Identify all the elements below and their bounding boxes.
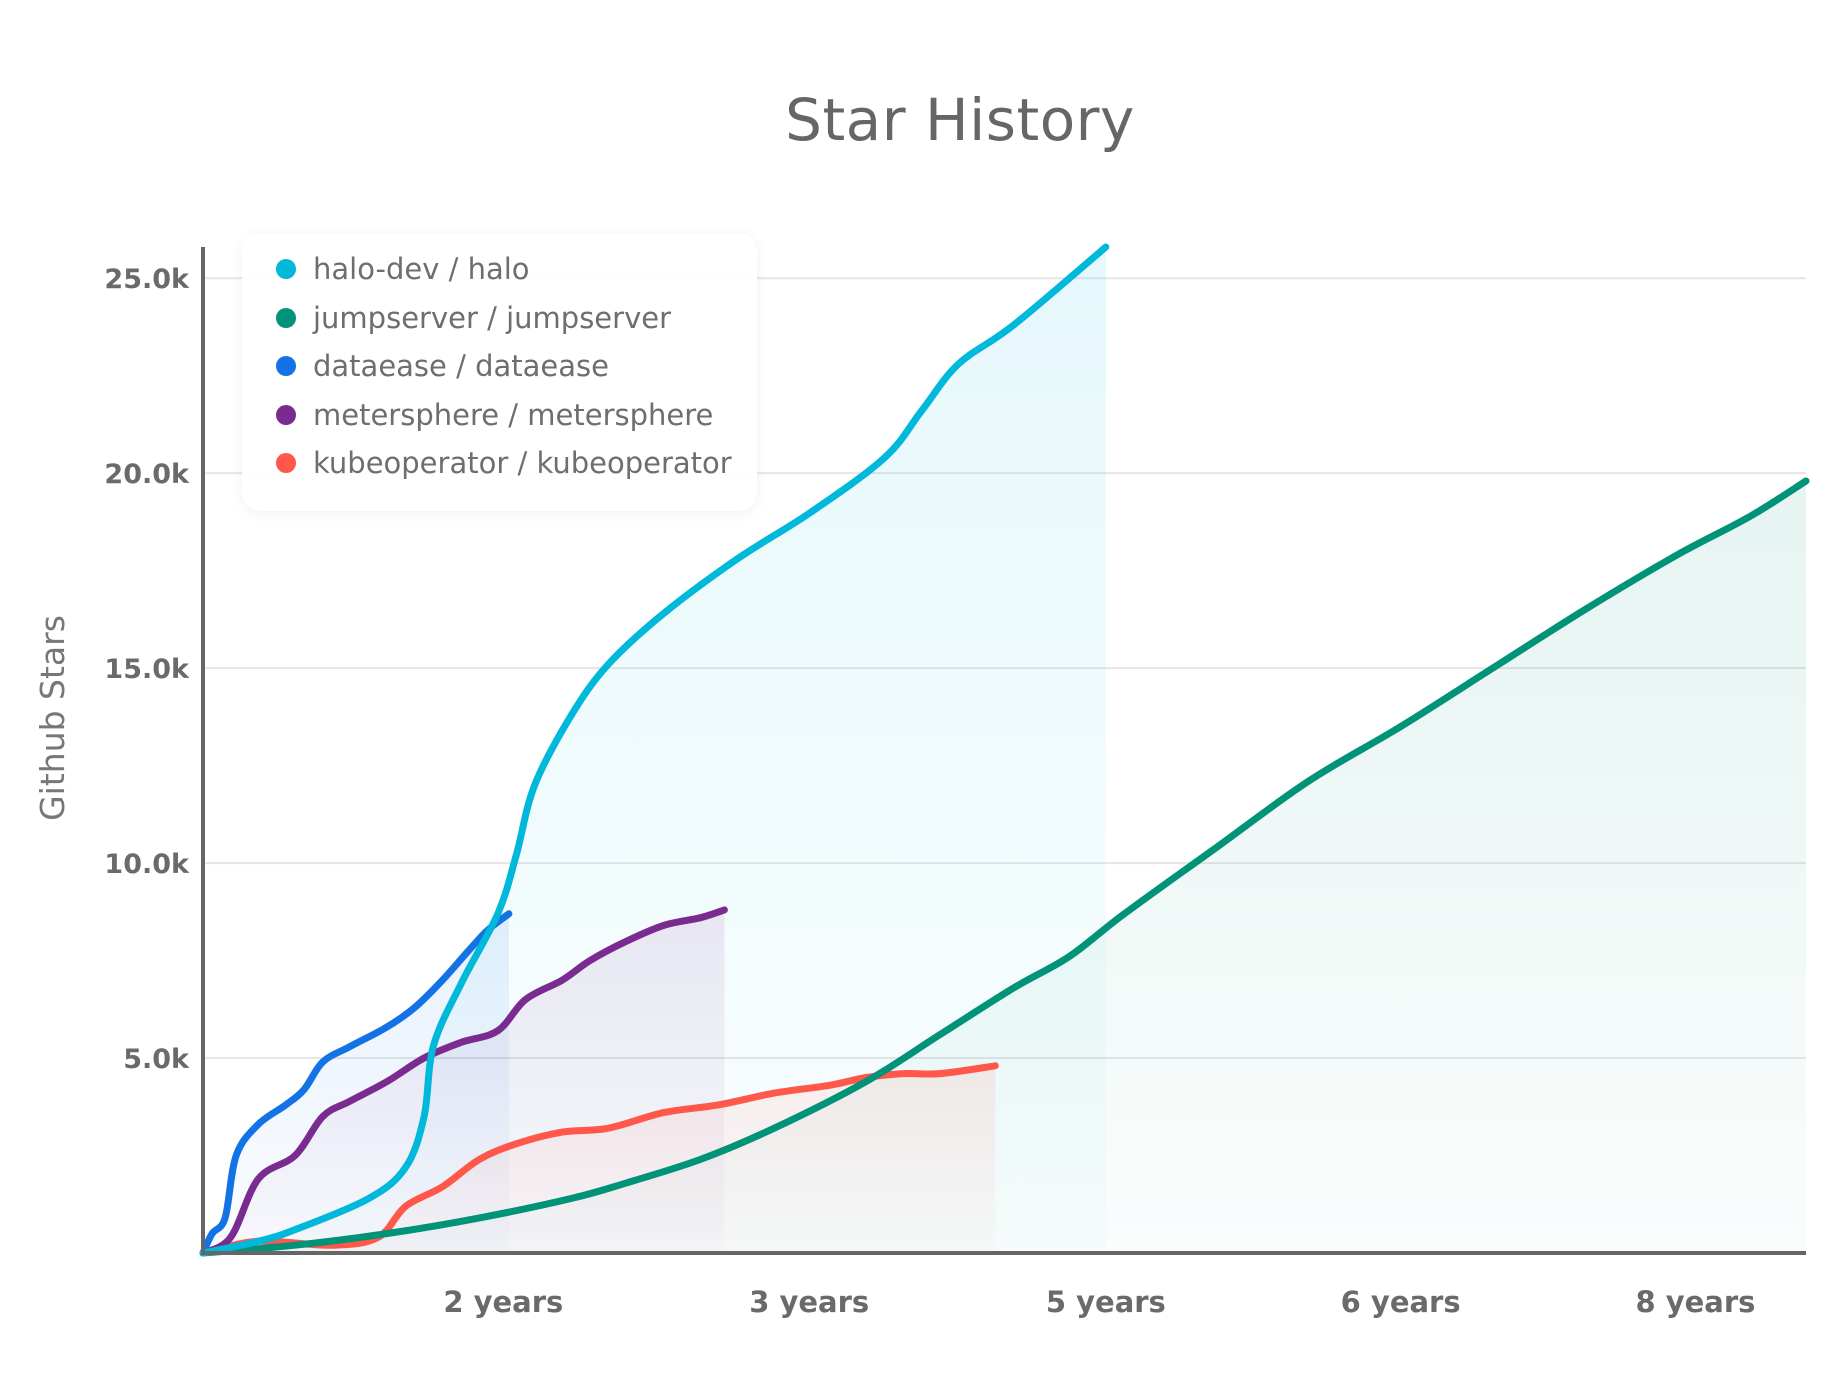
series-line	[199, 477, 1810, 1257]
legend-item: metersphere / metersphere	[242, 391, 757, 440]
legend-dot-icon	[276, 307, 296, 328]
x-tick-label: 2 years	[443, 1285, 563, 1319]
series-line	[199, 243, 1110, 1257]
legend-item: jumpserver / jumpserver	[242, 294, 757, 343]
legend-label: metersphere / metersphere	[313, 397, 714, 432]
legend-label: kubeoperator / kubeoperator	[313, 446, 732, 481]
legend-dot-icon	[276, 404, 296, 425]
legend-dot-icon	[276, 259, 296, 280]
y-tick-label: 25.0k	[104, 264, 190, 295]
x-tick-label: 6 years	[1341, 1285, 1461, 1319]
series-area	[203, 1065, 996, 1253]
series-line	[199, 910, 513, 1257]
legend-dot-icon	[276, 453, 296, 474]
series-lines	[199, 243, 1810, 1257]
chart-legend: halo-dev / halo jumpserver / jumpserver da…	[242, 233, 757, 511]
y-axis-label: Github Stars	[33, 615, 72, 821]
x-tick-label: 3 years	[749, 1285, 869, 1319]
legend-label: jumpserver / jumpserver	[313, 300, 671, 335]
chart-title: Star History	[785, 86, 1135, 154]
axes	[201, 247, 1806, 1255]
y-tick-label: 10.0k	[104, 849, 190, 880]
legend-dot-icon	[276, 356, 296, 377]
y-tick-label: 5.0k	[123, 1044, 190, 1075]
y-tick-label: 20.0k	[104, 459, 190, 490]
legend-item: halo-dev / halo	[242, 245, 757, 294]
x-tick-label: 8 years	[1635, 1285, 1755, 1319]
legend-item: dataease / dataease	[242, 342, 757, 391]
legend-label: dataease / dataease	[313, 349, 609, 384]
y-tick-label: 15.0k	[104, 654, 190, 685]
legend-label: halo-dev / halo	[313, 252, 530, 287]
tick-labels: 5.0k 10.0k 15.0k 20.0k 25.0k 2 years 3 years 5 …	[104, 264, 1755, 1319]
series-line	[199, 906, 728, 1257]
x-tick-label: 5 years	[1046, 1285, 1166, 1319]
legend-item: kubeoperator / kubeoperator	[242, 439, 757, 488]
series-area	[203, 481, 1806, 1253]
series-area	[203, 247, 1106, 1253]
